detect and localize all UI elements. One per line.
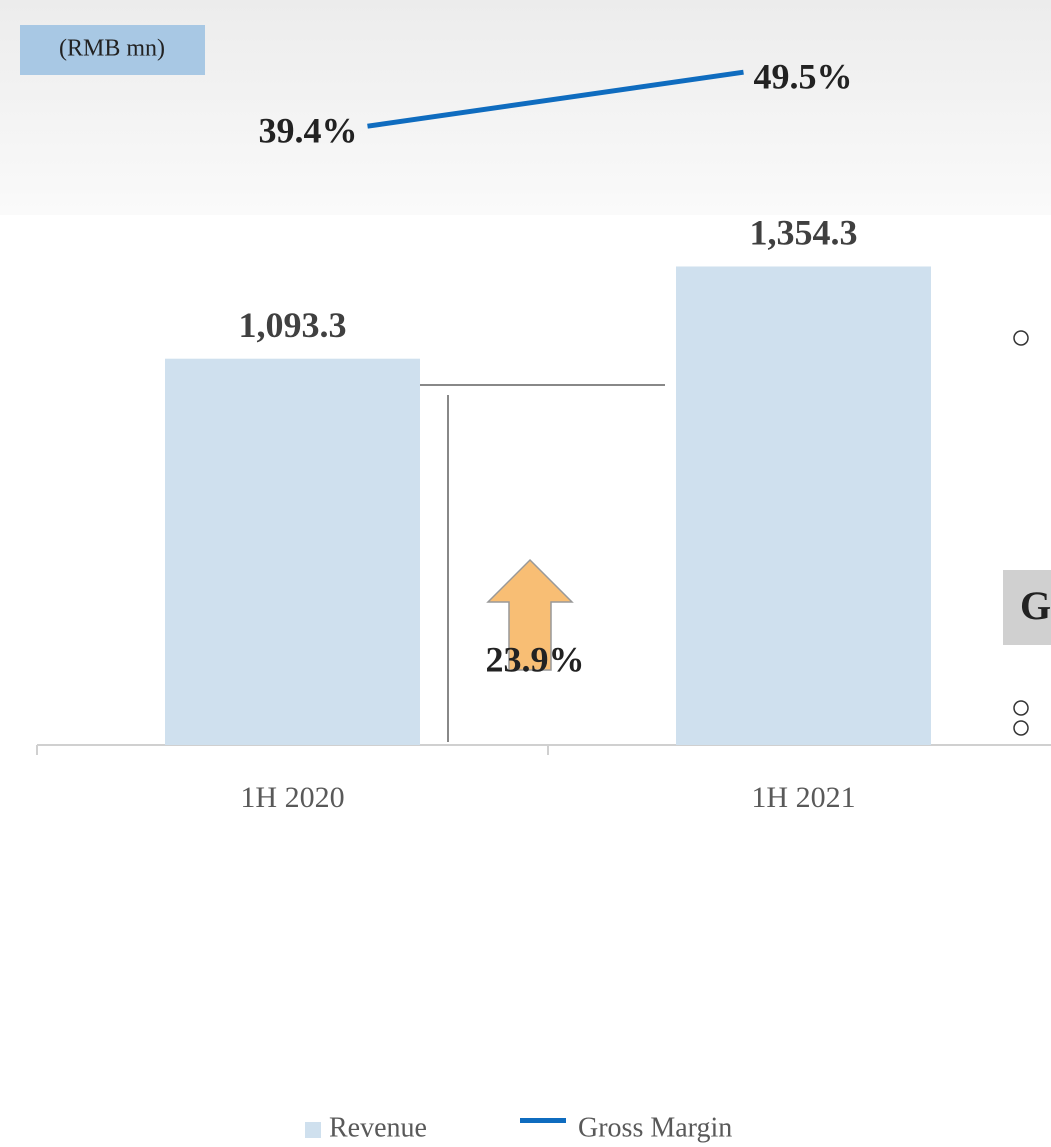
bullet (1013, 700, 1029, 716)
growth-bracket (420, 384, 665, 742)
data-label: 39.4% (259, 110, 358, 150)
line (367, 69, 744, 129)
data-label: 1,093.3 (239, 305, 347, 345)
bullet (1013, 720, 1029, 736)
unit-label: (RMB mn) (59, 36, 165, 62)
side-text: G (1020, 583, 1051, 628)
legend-swatch (520, 1118, 566, 1123)
growth-arrow (486, 558, 574, 671)
side-box (1003, 570, 1051, 645)
growth-label: 23.9% (486, 639, 585, 679)
legend-label: Gross Margin (578, 1112, 732, 1143)
bar (676, 266, 931, 745)
x-tick-label: 1H 2020 (240, 781, 344, 814)
legend-swatch (305, 1122, 321, 1138)
x-tick-label: 1H 2021 (751, 781, 855, 814)
data-label: 49.5% (754, 56, 853, 96)
data-label: 1,354.3 (750, 213, 858, 253)
bar (165, 358, 420, 745)
legend-label: Revenue (329, 1112, 427, 1143)
bullet (1013, 330, 1029, 346)
unit-box (20, 25, 205, 75)
